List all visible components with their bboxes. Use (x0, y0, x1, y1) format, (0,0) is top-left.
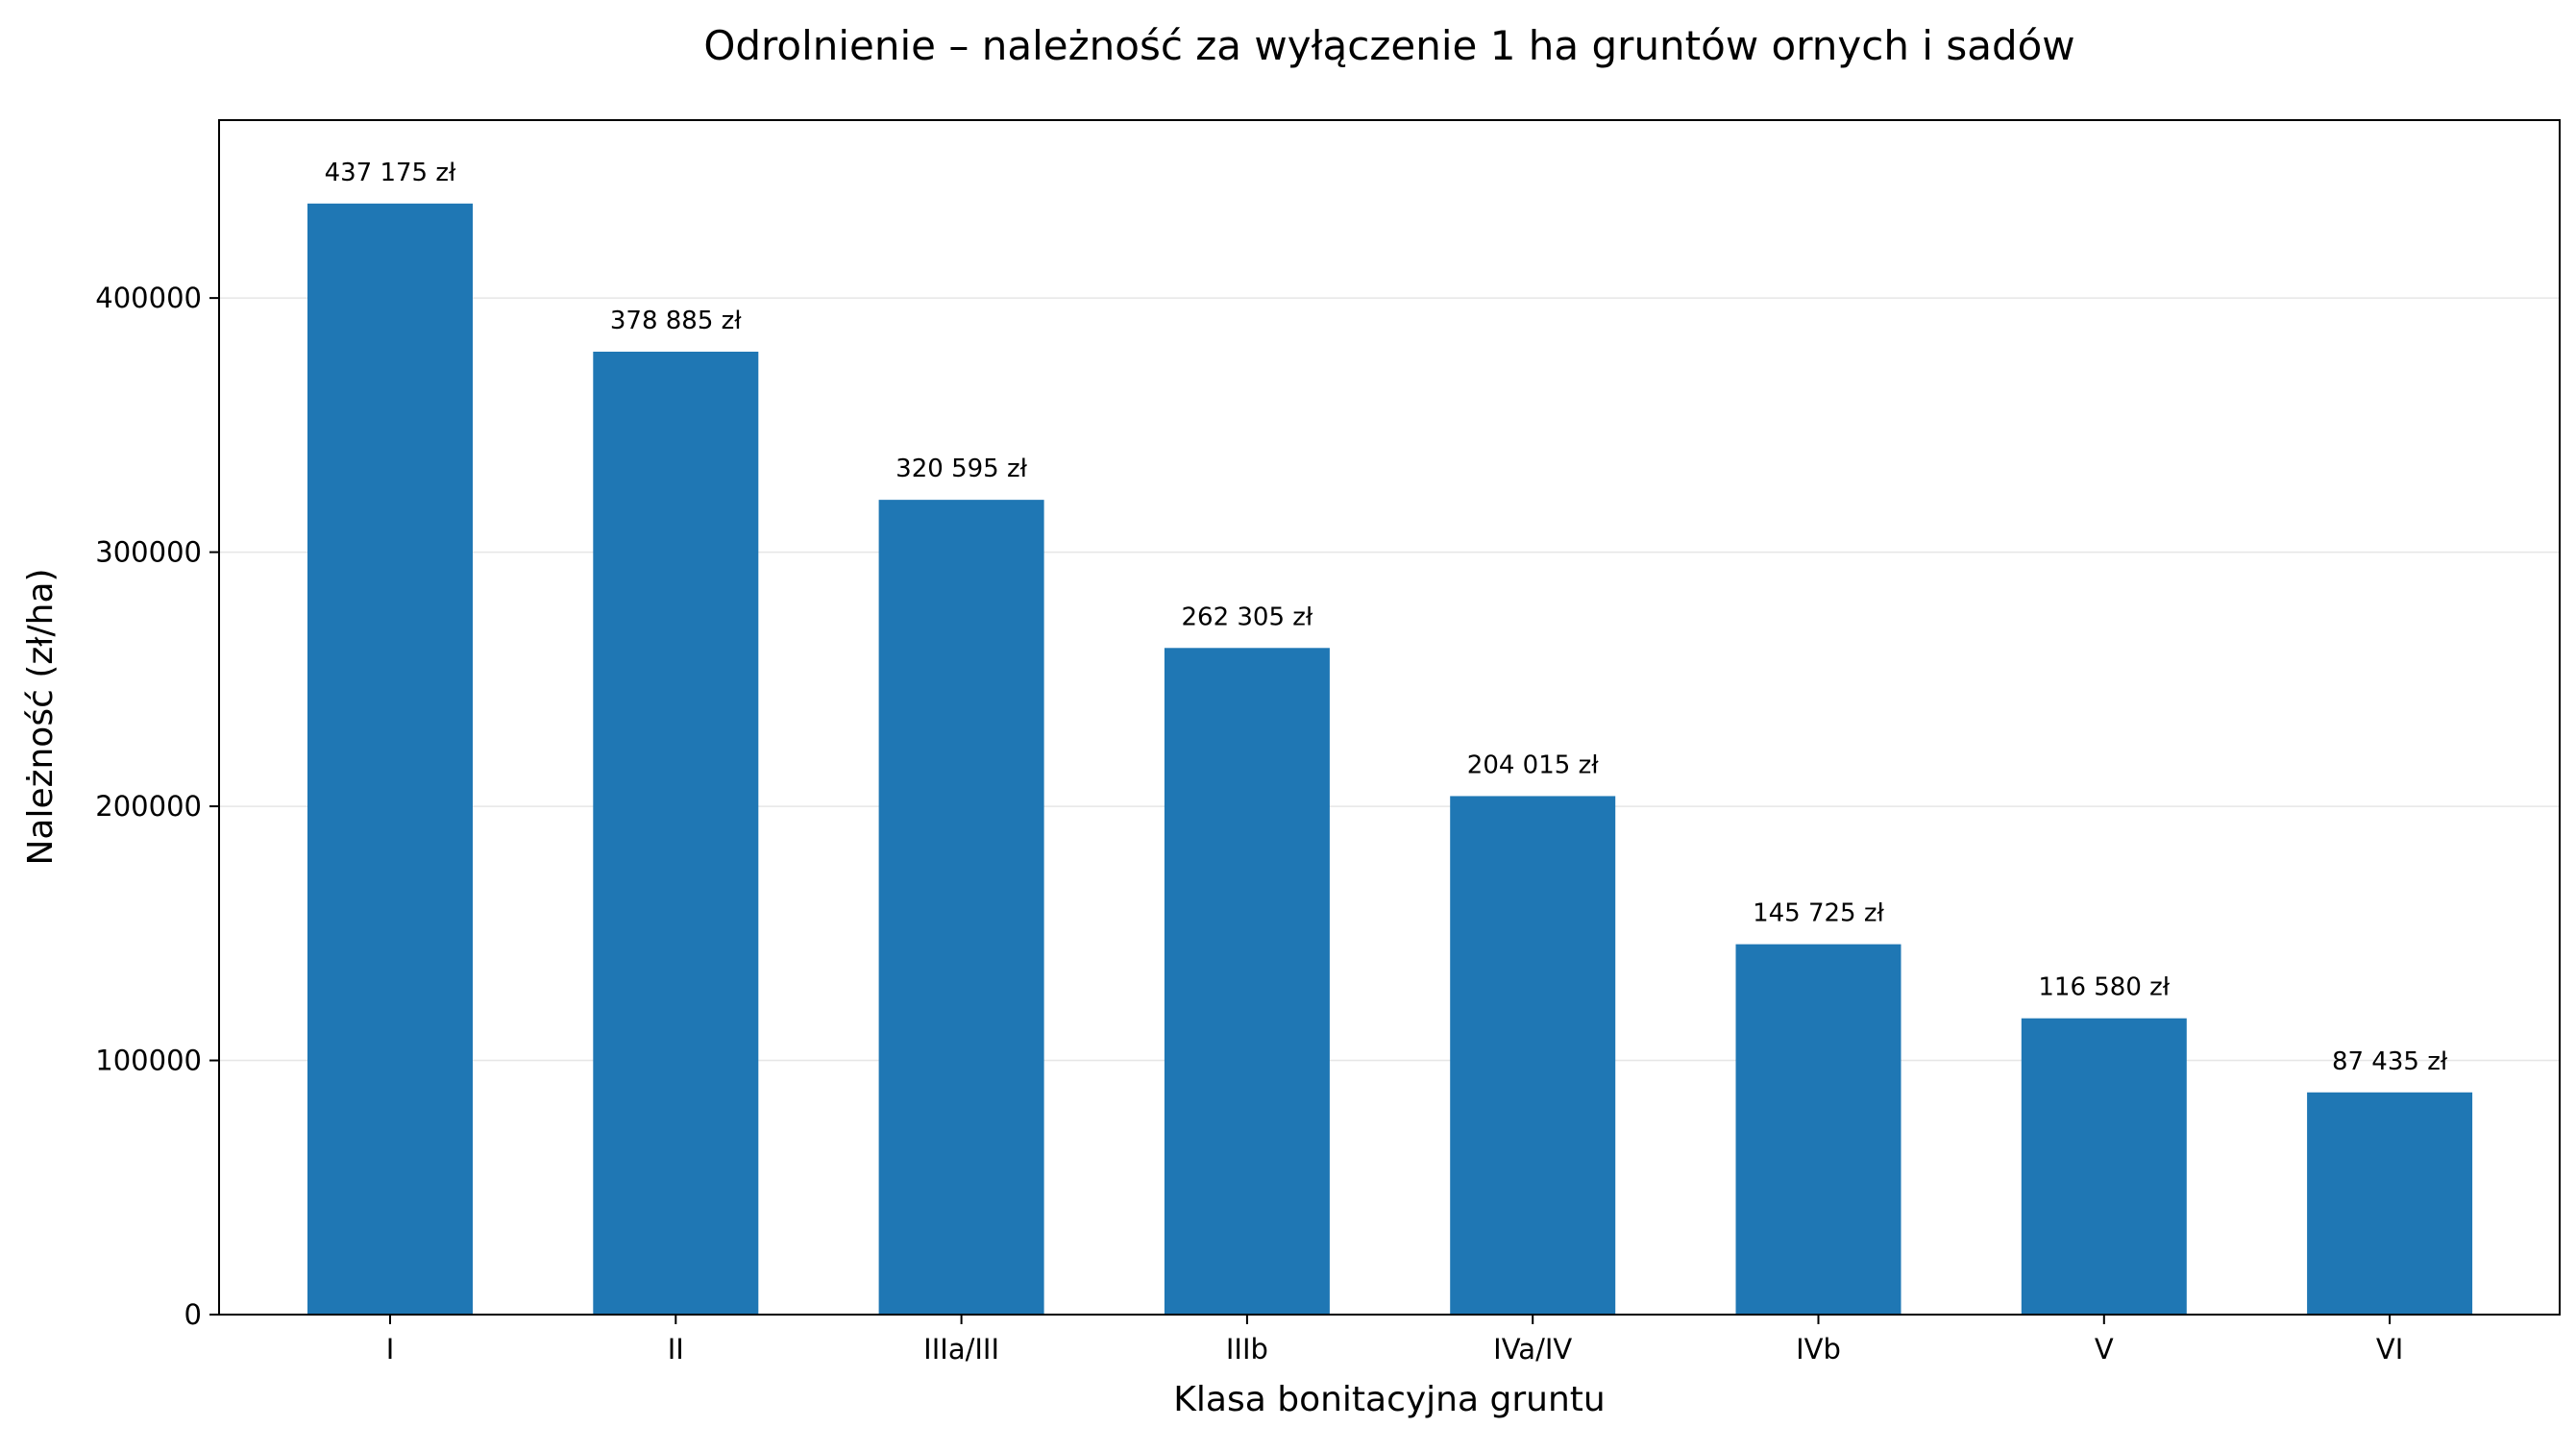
x-axis-label: Klasa bonitacyjna gruntu (1173, 1380, 1605, 1419)
bar-iiia-iii (878, 500, 1044, 1315)
x-tick-label: V (2095, 1333, 2114, 1366)
x-tick-label: IVb (1796, 1333, 1841, 1366)
chart-title: Odrolnienie – należność za wyłączenie 1 … (703, 22, 2074, 69)
x-tick-label: IIIa/III (923, 1333, 999, 1366)
x-tick-label: IIIb (1226, 1333, 1268, 1366)
bar-value-label: 378 885 zł (610, 307, 742, 335)
x-tick-label: IVa/IV (1493, 1333, 1572, 1366)
bar-value-label: 116 580 zł (2038, 973, 2170, 1002)
y-tick-label: 300000 (95, 536, 202, 569)
bar-i (307, 203, 473, 1315)
y-axis-ticks: 0 100000 200000 300000 400000 (95, 282, 219, 1331)
y-axis-label: Należność (zł/ha) (21, 568, 61, 865)
bars (307, 203, 2473, 1315)
x-tick-label: II (668, 1333, 684, 1366)
x-tick-label: VI (2376, 1333, 2403, 1366)
bar-ivb (1735, 944, 1901, 1315)
x-tick-label: I (386, 1333, 395, 1366)
y-tick-label: 0 (184, 1298, 202, 1331)
data-labels: 437 175 zł 378 885 zł 320 595 zł 262 305 zł… (325, 159, 2448, 1076)
bar-value-label: 145 725 zł (1753, 899, 1884, 928)
bar-value-label: 204 015 zł (1467, 751, 1599, 779)
bar-value-label: 87 435 zł (2332, 1047, 2448, 1076)
x-axis-ticks: I II IIIa/III IIIb IVa/IV IVb V VI (386, 1315, 2403, 1366)
bar-iva-iv (1450, 796, 1616, 1315)
bar-vi (2307, 1092, 2473, 1315)
y-tick-label: 200000 (95, 790, 202, 823)
bar-value-label: 437 175 zł (325, 159, 456, 187)
gridlines (219, 297, 2560, 1062)
bar-iiib (1164, 648, 1330, 1315)
bar-v (2021, 1018, 2187, 1315)
y-tick-label: 400000 (95, 282, 202, 314)
bar-value-label: 320 595 zł (895, 455, 1027, 483)
bar-value-label: 262 305 zł (1181, 603, 1313, 631)
plot-area-frame (218, 119, 2561, 1316)
bar-ii (593, 351, 759, 1315)
y-tick-label: 100000 (95, 1045, 202, 1077)
